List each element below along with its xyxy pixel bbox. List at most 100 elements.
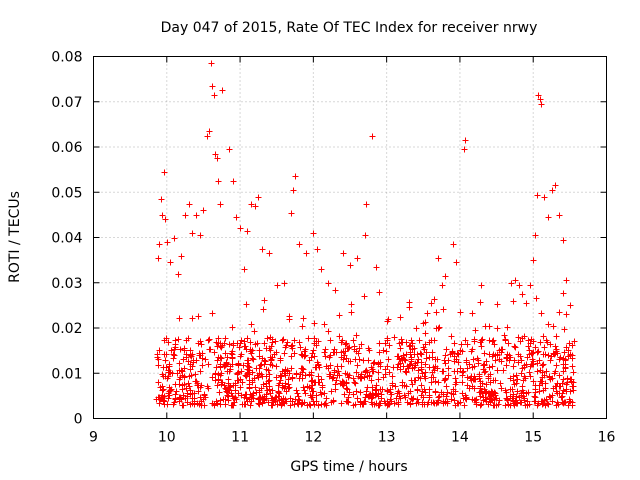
- data-point: [214, 382, 221, 389]
- data-point: [570, 369, 577, 376]
- data-point: [249, 377, 256, 384]
- data-point: [234, 370, 241, 377]
- data-point: [329, 375, 336, 382]
- data-point: [444, 400, 451, 407]
- data-point: [185, 380, 192, 387]
- data-point: [212, 151, 219, 158]
- data-point: [281, 350, 288, 357]
- data-point: [214, 155, 221, 162]
- data-point: [540, 361, 547, 368]
- data-point: [197, 368, 204, 375]
- data-point: [345, 374, 352, 381]
- data-point: [293, 370, 300, 377]
- data-point: [196, 400, 203, 407]
- data-point: [480, 362, 487, 369]
- x-tick-label: 11: [231, 430, 249, 446]
- data-point: [452, 381, 459, 388]
- data-point: [384, 387, 391, 394]
- data-point: [350, 375, 357, 382]
- data-point: [452, 388, 459, 395]
- data-point: [422, 389, 429, 396]
- data-point: [273, 374, 280, 381]
- data-point: [206, 128, 213, 135]
- data-point: [193, 212, 200, 219]
- data-point: [478, 343, 485, 350]
- data-point: [429, 369, 436, 376]
- data-point: [243, 301, 250, 308]
- data-point: [277, 377, 284, 384]
- data-point: [479, 380, 486, 387]
- data-point: [286, 384, 293, 391]
- data-point: [561, 326, 568, 333]
- data-point: [494, 352, 501, 359]
- data-point: [336, 312, 343, 319]
- data-point: [173, 388, 180, 395]
- data-point: [537, 378, 544, 385]
- data-point: [566, 396, 573, 403]
- data-point: [478, 337, 485, 344]
- data-point: [340, 382, 347, 389]
- data-point: [448, 390, 455, 397]
- data-point: [536, 388, 543, 395]
- data-point: [278, 401, 285, 408]
- data-point: [512, 277, 519, 284]
- y-tick-label: 0.01: [51, 366, 82, 382]
- data-point: [448, 333, 455, 340]
- data-point: [155, 362, 162, 369]
- data-point: [246, 385, 253, 392]
- data-point: [164, 239, 171, 246]
- data-point: [388, 398, 395, 405]
- data-point: [291, 337, 298, 344]
- data-point: [257, 394, 264, 401]
- data-point: [215, 340, 222, 347]
- data-point: [294, 390, 301, 397]
- data-point: [563, 386, 570, 393]
- data-point: [413, 400, 420, 407]
- data-point: [408, 354, 415, 361]
- data-point: [452, 375, 459, 382]
- data-point: [354, 395, 361, 402]
- data-point: [413, 325, 420, 332]
- data-point: [408, 395, 415, 402]
- data-point: [462, 337, 469, 344]
- data-point: [527, 363, 534, 370]
- data-point: [422, 369, 429, 376]
- data-point: [308, 378, 315, 385]
- data-point: [313, 392, 320, 399]
- data-point: [256, 347, 263, 354]
- data-point: [515, 334, 522, 341]
- data-point: [286, 370, 293, 377]
- data-point: [288, 365, 295, 372]
- data-point: [496, 347, 503, 354]
- data-point: [537, 96, 544, 103]
- data-point: [170, 401, 177, 408]
- data-point: [355, 350, 362, 357]
- data-point: [521, 333, 528, 340]
- data-point: [279, 400, 286, 407]
- data-point: [303, 250, 310, 257]
- data-point: [277, 355, 284, 362]
- data-point: [450, 241, 457, 248]
- data-point: [396, 393, 403, 400]
- y-axis-label: ROTI / TECUs: [7, 191, 23, 283]
- data-points: [153, 60, 578, 409]
- data-point: [469, 396, 476, 403]
- data-point: [560, 387, 567, 394]
- data-point: [269, 387, 276, 394]
- y-tick-label: 0.06: [51, 140, 82, 156]
- y-tick-label: 0.05: [51, 185, 82, 201]
- data-point: [550, 323, 557, 330]
- data-point: [375, 376, 382, 383]
- y-tick-label: 0.08: [51, 50, 82, 66]
- data-point: [397, 345, 404, 352]
- data-point: [252, 384, 259, 391]
- data-point: [489, 353, 496, 360]
- data-point: [214, 400, 221, 407]
- data-point: [207, 346, 214, 353]
- data-point: [297, 344, 304, 351]
- data-point: [351, 379, 358, 386]
- data-point: [439, 282, 446, 289]
- data-point: [333, 377, 340, 384]
- data-point: [301, 387, 308, 394]
- data-point: [339, 381, 346, 388]
